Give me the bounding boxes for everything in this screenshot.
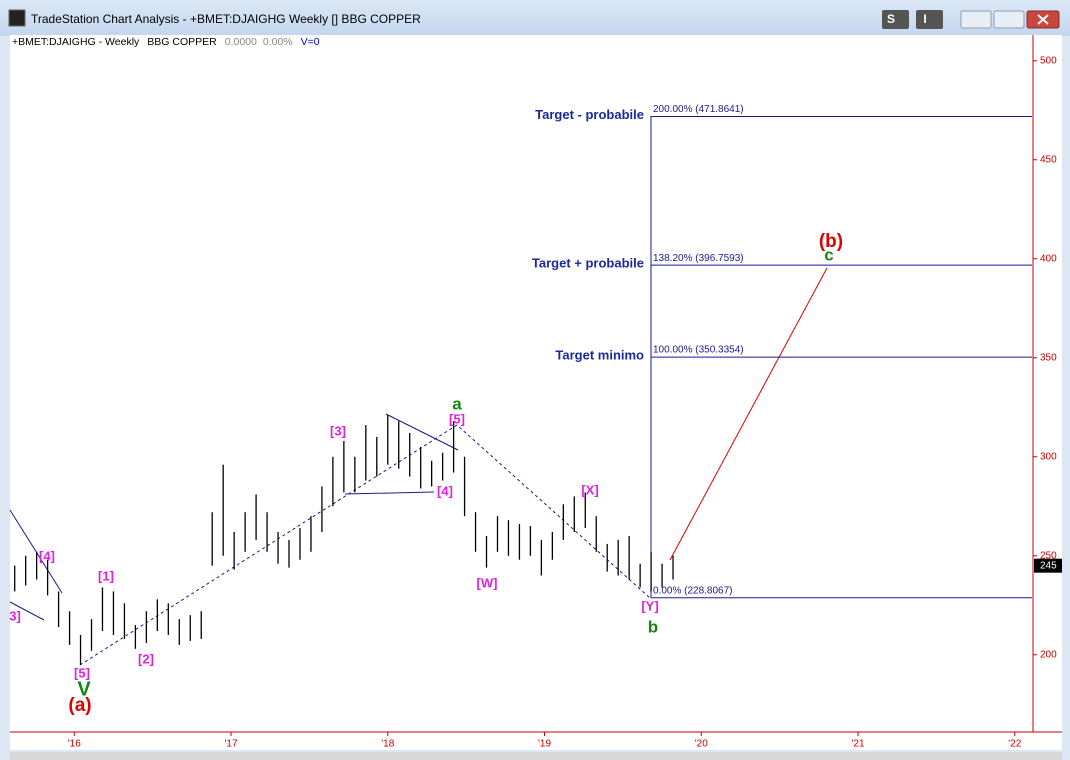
- i-button[interactable]: [916, 10, 943, 29]
- projection-line: [669, 267, 828, 561]
- x-tick-label: '16: [68, 739, 81, 750]
- y-tick-label: 300: [1040, 451, 1057, 462]
- last-price-label: 245: [1040, 560, 1057, 571]
- wave-label: c: [824, 245, 833, 264]
- wave-label: [3]: [330, 423, 346, 438]
- change: 0.0000: [225, 36, 257, 48]
- s-button[interactable]: [882, 10, 909, 29]
- y-tick-label: 400: [1040, 253, 1057, 264]
- fib-label: 200.00% (471.8641): [653, 104, 744, 115]
- wave-label: [4]: [39, 548, 55, 563]
- app-icon: [8, 9, 26, 27]
- wave-label: [W]: [477, 575, 498, 590]
- x-tick-label: '22: [1008, 739, 1021, 750]
- wave-label: [Y]: [641, 598, 658, 613]
- y-tick-label: 500: [1040, 55, 1057, 66]
- trendlines: [9, 116, 828, 666]
- wave-label: b: [648, 617, 658, 636]
- x-tick-label: '19: [538, 739, 551, 750]
- wave-label: a: [452, 394, 462, 413]
- maximize-button[interactable]: [993, 10, 1025, 29]
- scrollbar[interactable]: [10, 752, 1062, 760]
- wave-label: V: [77, 678, 91, 700]
- wave-label: [5]: [74, 665, 90, 680]
- x-tick-label: '17: [224, 739, 237, 750]
- symbol-line: +BMET:DJAIGHG - Weekly BBG COPPER 0.0000 0.…: [12, 36, 320, 48]
- target-label: Target minimo: [555, 348, 644, 363]
- description: BBG COPPER: [147, 36, 217, 48]
- i-button-label[interactable]: I: [923, 12, 926, 26]
- wave-label: (a): [68, 695, 91, 716]
- x-tick-label: '18: [381, 739, 394, 750]
- wave-label: [5]: [449, 411, 465, 426]
- fib-label: 100.00% (350.3354): [653, 345, 744, 356]
- wave-dash-line: [79, 424, 651, 666]
- minimize-button[interactable]: [960, 10, 992, 29]
- wave-label: [1]: [98, 568, 114, 583]
- channel-line: [9, 509, 63, 621]
- wave-label: [2]: [138, 651, 154, 666]
- x-tick-label: '20: [695, 739, 708, 750]
- fib-label: 0.00% (228.8067): [653, 585, 733, 596]
- wave-label: [4]: [437, 483, 453, 498]
- target-label: Target + probabile: [532, 256, 644, 271]
- window-title: TradeStation Chart Analysis - +BMET:DJAI…: [31, 12, 421, 26]
- change-pct: 0.00%: [263, 36, 293, 48]
- symbol: +BMET:DJAIGHG - Weekly: [12, 36, 140, 48]
- fib-label: 138.20% (396.7593): [653, 253, 744, 264]
- y-tick-label: 350: [1040, 352, 1057, 363]
- wave-label: (b): [819, 231, 843, 252]
- close-icon: [1037, 14, 1049, 25]
- wave-label: 3]: [9, 608, 21, 623]
- plot-area: [10, 35, 1062, 750]
- y-tick-label: 200: [1040, 649, 1057, 660]
- s-button-label[interactable]: S: [887, 12, 895, 26]
- triangle-line: [344, 413, 459, 495]
- y-tick-label: 250: [1040, 550, 1057, 561]
- last-price-box: [1034, 558, 1062, 573]
- x-tick-label: '21: [851, 739, 864, 750]
- target-label: Target - probabile: [535, 107, 644, 122]
- y-tick-label: 450: [1040, 154, 1057, 165]
- wave-label: [X]: [581, 482, 598, 497]
- volume: V=0: [301, 36, 320, 48]
